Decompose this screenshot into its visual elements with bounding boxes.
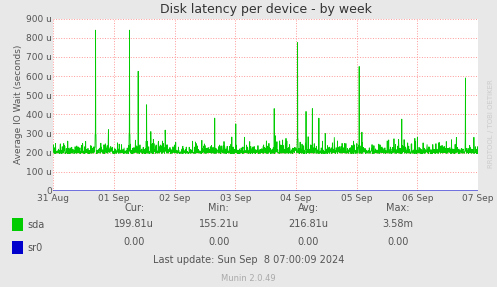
Text: sr0: sr0	[27, 243, 43, 253]
Text: 216.81u: 216.81u	[288, 219, 328, 229]
Text: 0.00: 0.00	[387, 236, 409, 247]
Text: 199.81u: 199.81u	[114, 219, 154, 229]
Text: 155.21u: 155.21u	[199, 219, 239, 229]
Y-axis label: Average IO Wait (seconds): Average IO Wait (seconds)	[14, 45, 23, 164]
Text: Last update: Sun Sep  8 07:00:09 2024: Last update: Sun Sep 8 07:00:09 2024	[153, 255, 344, 265]
Text: Munin 2.0.49: Munin 2.0.49	[221, 274, 276, 283]
Text: Min:: Min:	[208, 203, 229, 213]
Title: Disk latency per device - by week: Disk latency per device - by week	[160, 3, 372, 16]
Text: Max:: Max:	[386, 203, 410, 213]
Text: Cur:: Cur:	[124, 203, 144, 213]
Text: 0.00: 0.00	[297, 236, 319, 247]
Text: 3.58m: 3.58m	[382, 219, 413, 229]
Text: RRDTOOL / TOBI OETIKER: RRDTOOL / TOBI OETIKER	[488, 79, 494, 168]
Text: sda: sda	[27, 220, 45, 230]
Text: 0.00: 0.00	[208, 236, 230, 247]
Text: 0.00: 0.00	[123, 236, 145, 247]
Text: Avg:: Avg:	[298, 203, 319, 213]
